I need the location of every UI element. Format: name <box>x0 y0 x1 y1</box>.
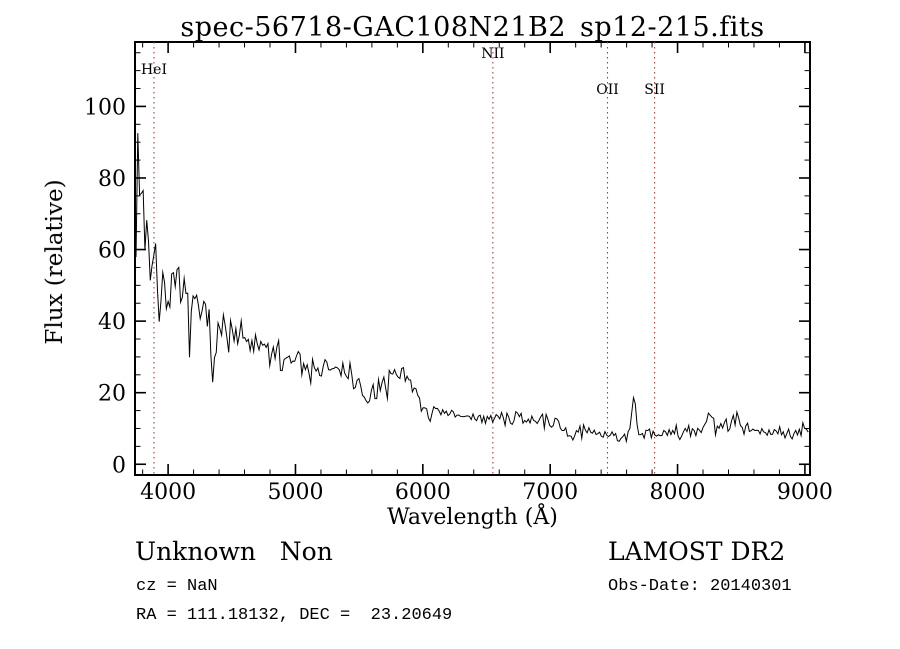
ra-dec-value: RA = 111.18132, DEC = 23.20649 <box>136 606 453 625</box>
obs-date-value: Obs-Date: 20140301 <box>608 577 792 596</box>
plot-title: spec-56718-GAC108N21B2_sp12-215.fits <box>180 12 765 43</box>
cz-value: cz = NaN <box>136 577 218 596</box>
y-axis-label: Flux (relative) <box>42 179 68 345</box>
classification-label: Unknown Non <box>135 537 333 566</box>
x-axis-label: Wavelength (Å) <box>387 505 558 530</box>
survey-label: LAMOST DR2 <box>608 537 786 566</box>
